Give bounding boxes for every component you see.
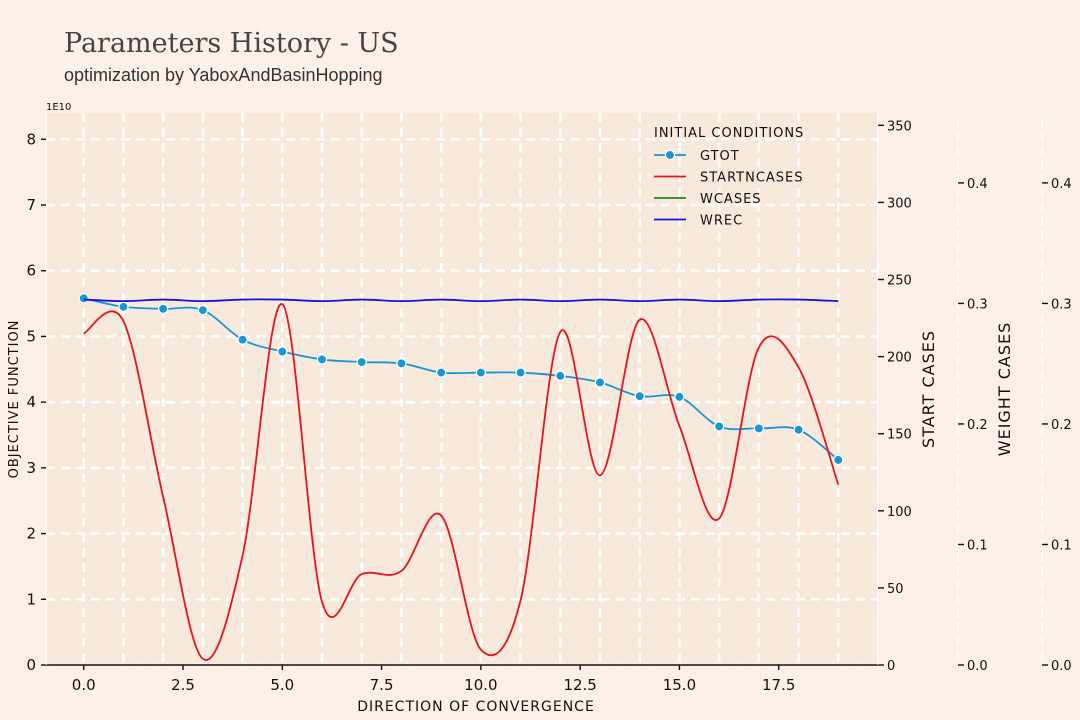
data-point-gtot (118, 301, 129, 313)
x-tick-label: 7.5 (370, 676, 394, 694)
data-point-gtot (555, 370, 566, 382)
extra-axis-tick-label: 0.1 (967, 538, 988, 553)
data-point-gtot (197, 304, 209, 316)
extra-axis-tick-label: 0.2 (1051, 418, 1072, 433)
data-point-gtot (833, 454, 844, 466)
y-tick-label: 1 (26, 590, 36, 608)
extra-axis-tick-label: 0.2 (967, 418, 988, 433)
data-point-gtot (157, 303, 169, 315)
data-point-gtot (634, 390, 645, 402)
data-point-gtot (753, 423, 765, 434)
extra-axis-tick-label: 200 (887, 351, 912, 366)
legend-entry: WCASES (700, 192, 762, 207)
x-tick-label: 17.5 (762, 676, 795, 694)
x-tick-label: 12.5 (563, 676, 596, 694)
grid (46, 113, 878, 667)
legend-entry: WREC (700, 214, 743, 229)
extra-axis-tick-label: 250 (887, 274, 912, 289)
y-tick-label: 0 (26, 656, 36, 674)
x-axis-label: DIRECTION OF CONVERGENCE (357, 699, 595, 715)
data-point-gtot (78, 293, 89, 304)
data-point-gtot (713, 421, 725, 432)
series-line-startncases (83, 303, 840, 661)
extra-axis-tick-label: 0.3 (967, 297, 988, 312)
data-point-gtot (356, 356, 367, 368)
legend-title: INITIAL CONDITIONS (654, 126, 804, 141)
y-tick-label: 3 (26, 459, 36, 477)
y-tick-label: 8 (26, 130, 36, 148)
data-point-gtot (237, 334, 248, 345)
legend-entry: STARTNCASES (700, 171, 804, 186)
data-point-gtot (475, 367, 487, 378)
extra-axis-tick-label: 0.0 (967, 659, 988, 674)
extra-axis-tick-label: 0.0 (1051, 659, 1072, 674)
extra-axis-tick-label: 0.4 (967, 177, 988, 192)
extra-axis-tick-label: 0.3 (1051, 297, 1072, 312)
legend-marker (664, 149, 676, 161)
x-tick-label: 0.0 (72, 676, 96, 694)
data-point-gtot (674, 391, 685, 403)
data-point-gtot (277, 346, 288, 357)
y-tick-label: 2 (26, 525, 36, 543)
legend-entry: GTOT (700, 149, 740, 164)
data-point-gtot (793, 424, 804, 435)
series-line-wrec (83, 298, 839, 303)
x-tick-label: 10.0 (464, 676, 497, 694)
y-tick-label: 5 (26, 327, 36, 345)
y-axis-label: OBJECTIVE FUNCTION (7, 320, 22, 479)
extra-axis-tick-label: 300 (887, 196, 912, 211)
data-point-gtot (316, 354, 328, 365)
y-tick-label: 7 (26, 196, 36, 214)
extra-axis-tick-label: 0.4 (1051, 177, 1072, 192)
extra-axis-label: START CASES (919, 330, 938, 448)
extra-axis-tick-label: 50 (887, 582, 904, 597)
extra-axis-tick-label: 100 (887, 505, 912, 520)
extra-axis-tick-label: 0 (887, 659, 895, 674)
y-tick-label: 6 (26, 262, 36, 280)
y-tick-label: 4 (26, 393, 36, 411)
extra-axis-tick-label: 350 (887, 119, 912, 134)
data-point-gtot (594, 377, 606, 388)
x-tick-label: 5.0 (270, 676, 294, 694)
chart-subtitle: optimization by YaboxAndBasinHopping (64, 65, 383, 85)
x-tick-label: 15.0 (663, 676, 696, 694)
extra-axis-label: WEIGHT CASES (995, 322, 1014, 456)
extra-axis-tick-label: 0.1 (1051, 538, 1072, 553)
x-tick-label: 2.5 (171, 676, 195, 694)
chart-title: Parameters History - US (64, 28, 399, 59)
extra-axis-tick-label: 150 (887, 428, 912, 443)
data-point-gtot (396, 358, 407, 369)
y-offset-text: 1E10 (46, 102, 71, 113)
data-point-gtot (435, 367, 447, 378)
data-point-gtot (515, 367, 526, 378)
